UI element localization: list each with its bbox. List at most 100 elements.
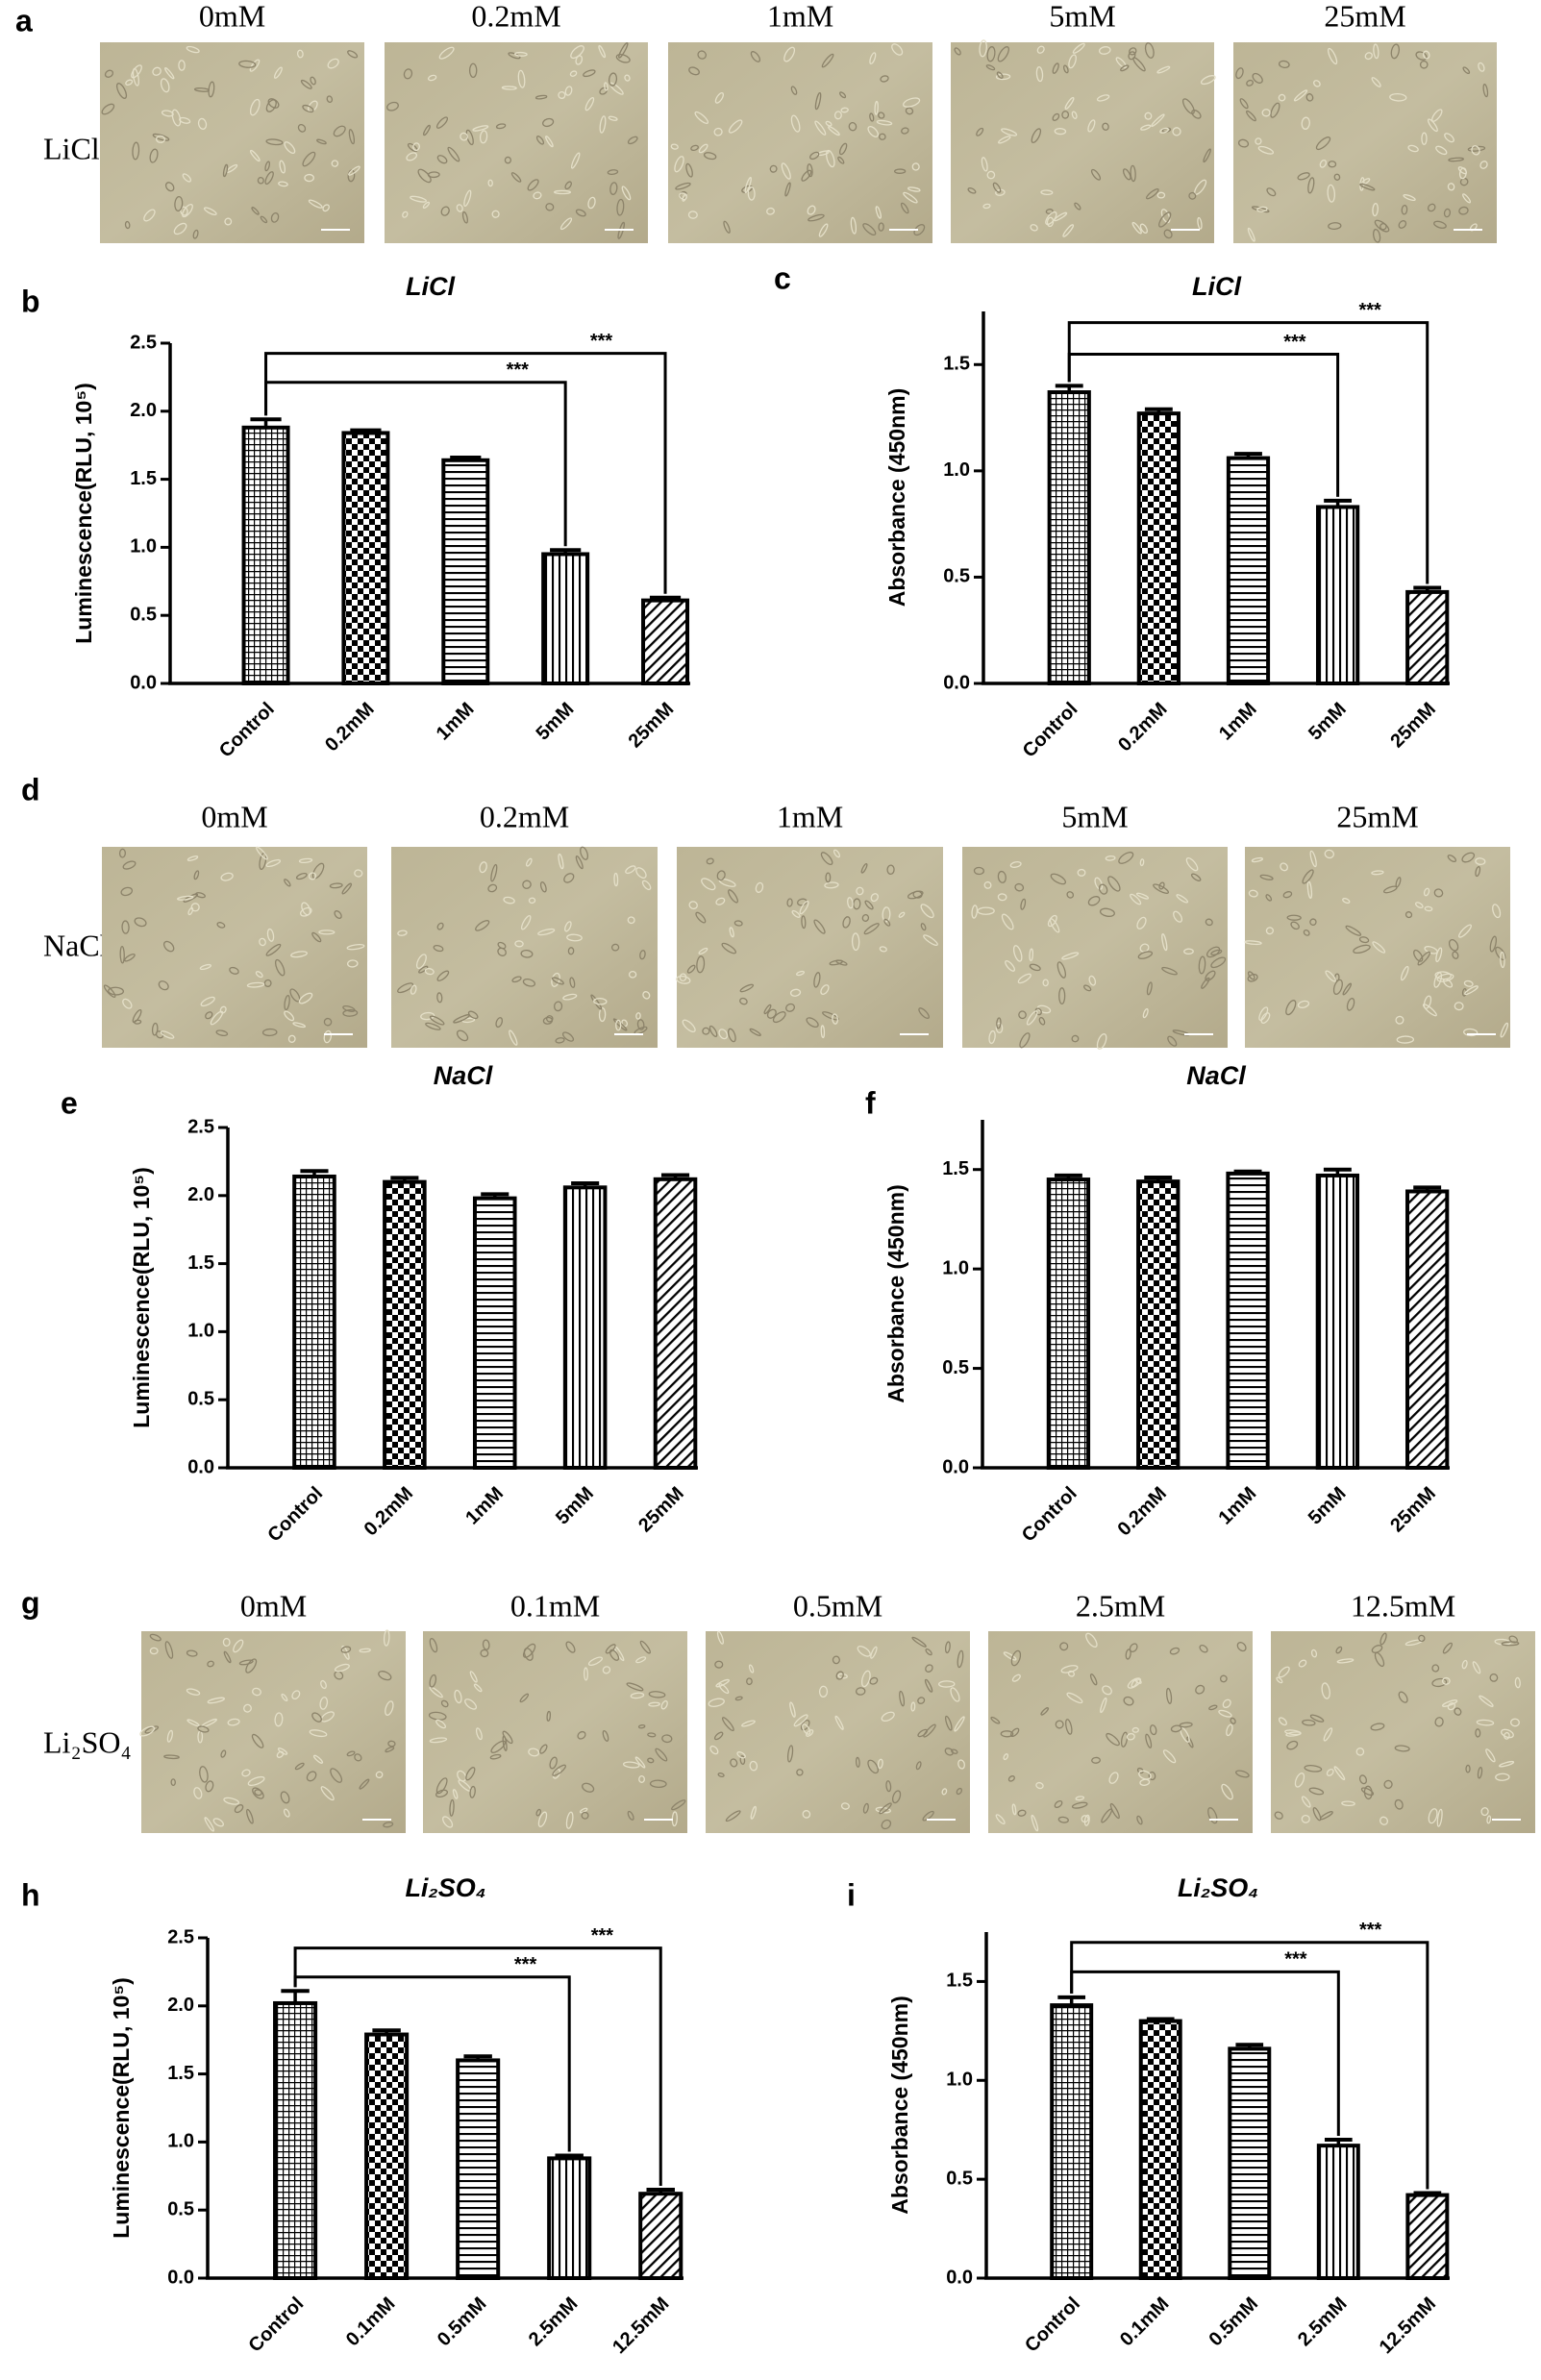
cell <box>1294 1773 1305 1788</box>
x-tick-label: 12.5mM <box>1376 2293 1440 2358</box>
cell <box>1139 858 1145 867</box>
cell <box>1074 202 1081 211</box>
cell <box>886 864 895 876</box>
y-tick-label: 0.0 <box>942 1456 969 1477</box>
cell <box>514 51 528 57</box>
cell <box>878 222 884 232</box>
cell <box>1278 1717 1287 1726</box>
cell <box>713 1731 724 1741</box>
cell <box>634 1756 646 1769</box>
cell <box>469 1785 476 1798</box>
cell <box>1156 191 1166 199</box>
cell <box>709 1745 719 1755</box>
cell <box>1374 1651 1385 1668</box>
cell <box>1102 122 1109 131</box>
cell <box>383 1822 394 1828</box>
cell <box>814 120 827 136</box>
cell <box>436 992 443 1004</box>
cell <box>475 1727 483 1741</box>
cell <box>1001 128 1018 136</box>
significance-label: *** <box>1284 1949 1307 1971</box>
cell <box>1140 124 1152 131</box>
cell <box>855 1687 866 1696</box>
cell <box>808 213 825 222</box>
cell <box>869 1676 879 1685</box>
cell <box>638 1775 645 1783</box>
y-tick-label: 1.0 <box>130 536 157 558</box>
cell <box>727 1028 736 1043</box>
cell <box>869 52 877 64</box>
cell <box>517 69 526 88</box>
cell <box>1360 1787 1375 1797</box>
x-tick-label: 0.2mM <box>1114 699 1172 756</box>
cell <box>522 880 532 889</box>
cell <box>786 898 793 907</box>
cell <box>265 858 282 868</box>
cell <box>920 923 927 931</box>
cell <box>252 1687 261 1697</box>
cell <box>702 1027 710 1035</box>
cell <box>1328 222 1342 231</box>
cell <box>1333 1766 1346 1781</box>
cell <box>832 1013 839 1025</box>
cell <box>1443 208 1452 218</box>
cell <box>630 1692 645 1699</box>
cell <box>834 1715 844 1730</box>
cell <box>682 1019 696 1033</box>
cell <box>1125 1649 1131 1660</box>
cell <box>302 151 316 167</box>
cell <box>697 50 708 60</box>
cell <box>1208 1704 1218 1711</box>
cell <box>983 880 992 889</box>
y-tick-label: 1.0 <box>943 459 970 481</box>
cell <box>122 998 133 1009</box>
cell <box>739 1755 746 1765</box>
y-tick-label: 2.0 <box>130 400 157 421</box>
cell <box>1444 133 1454 143</box>
cell <box>1077 868 1086 877</box>
cell <box>1304 1765 1323 1773</box>
cell <box>694 111 709 124</box>
cell <box>1472 1661 1481 1674</box>
cell <box>264 161 271 172</box>
bar <box>341 431 390 685</box>
cell <box>1029 948 1034 962</box>
cell <box>1463 979 1474 987</box>
cell <box>593 998 608 1005</box>
cell <box>1464 985 1479 996</box>
cell <box>1465 1764 1471 1773</box>
cell <box>944 1748 954 1756</box>
cell <box>1105 855 1116 861</box>
y-axis-label: Luminescence(RLU, 10⁵) <box>71 383 96 644</box>
cell <box>440 206 450 216</box>
cell <box>1447 855 1457 863</box>
cell <box>1090 168 1102 181</box>
cell <box>893 168 907 174</box>
cell <box>257 177 264 185</box>
cell <box>1252 72 1263 84</box>
cell <box>482 1639 490 1650</box>
cell <box>1042 979 1049 987</box>
cell <box>1158 211 1172 228</box>
cell <box>1001 913 1014 930</box>
cell <box>1499 1761 1515 1768</box>
cell <box>907 186 921 192</box>
cell <box>452 1789 459 1799</box>
cell <box>160 1030 175 1039</box>
bar <box>562 1185 608 1470</box>
cell <box>688 901 698 910</box>
cell <box>839 91 847 99</box>
cell <box>864 900 874 910</box>
cell <box>277 1748 288 1755</box>
cell <box>207 1660 214 1668</box>
cell <box>570 45 584 60</box>
cell <box>860 1670 871 1688</box>
y-tick-label: 1.5 <box>943 354 970 375</box>
cell <box>495 1017 504 1029</box>
cell <box>410 984 417 995</box>
cell <box>781 162 791 180</box>
y-tick-label: 1.5 <box>187 1252 214 1274</box>
cell <box>1309 850 1317 868</box>
y-axis-label: Luminescence(RLU, 10⁵) <box>129 1167 154 1428</box>
cell <box>622 1761 640 1769</box>
